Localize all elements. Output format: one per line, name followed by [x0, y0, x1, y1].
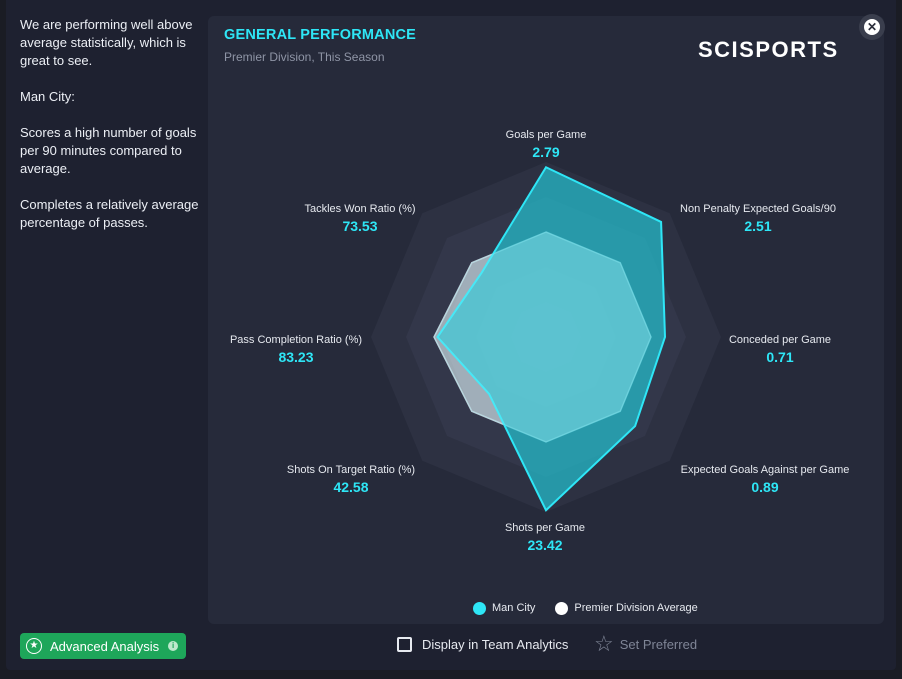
axis-label: Goals per Game	[506, 129, 587, 141]
panel-subtitle: Premier Division, This Season	[224, 50, 385, 64]
checkbox-icon[interactable]	[397, 636, 412, 652]
axis-label: Expected Goals Against per Game	[681, 464, 850, 476]
legend-swatch-team	[473, 601, 486, 615]
chart-panel: GENERAL PERFORMANCE Premier Division, Th…	[208, 16, 884, 624]
series-team	[436, 165, 667, 512]
axis-value-label: 23.42	[527, 537, 562, 553]
axis-value-label: 0.89	[751, 479, 778, 495]
legend-label-team: Man City	[492, 602, 536, 614]
axis-label: Non Penalty Expected Goals/90	[680, 203, 836, 215]
star-icon: ★	[26, 638, 42, 654]
advanced-analysis-label: Advanced Analysis	[50, 638, 160, 654]
legend-swatch-average	[555, 601, 569, 615]
axis-value-label: 73.53	[342, 218, 377, 234]
star-outline-icon: ☆	[594, 631, 614, 656]
insight-paragraph: Man City:	[20, 89, 75, 104]
axis-value-label: 2.79	[532, 144, 559, 160]
axis-label: Conceded per Game	[729, 334, 831, 346]
axis-label: Tackles Won Ratio (%)	[304, 203, 415, 215]
axis-label: Shots per Game	[505, 522, 585, 534]
set-preferred-label: Set Preferred	[619, 636, 698, 652]
axis-value-label: 0.71	[766, 349, 793, 365]
advanced-analysis-button[interactable]: ★ Advanced Analysis i	[20, 633, 186, 659]
panel-title: GENERAL PERFORMANCE	[224, 27, 417, 43]
insight-paragraph: Scores a high number of goals per 90 min…	[20, 125, 197, 176]
series-average-overlay	[433, 231, 652, 443]
axis-value-label: 42.58	[333, 479, 368, 495]
axis-label: Shots On Target Ratio (%)	[287, 464, 415, 476]
insight-text: We are performing well above average sta…	[20, 16, 202, 250]
radar-chart: Goals per Game 2.79 Non Penalty Expected G…	[230, 129, 850, 553]
axis-label: Pass Completion Ratio (%)	[230, 334, 362, 346]
info-icon[interactable]: i	[168, 641, 179, 651]
display-team-analytics-toggle[interactable]: Display in Team Analytics	[397, 635, 568, 653]
axis-value-label: 2.51	[744, 218, 771, 234]
legend-label-average: Premier Division Average	[574, 602, 698, 614]
display-team-analytics-label: Display in Team Analytics	[422, 636, 569, 652]
scisports-logo: SCISPORTS	[698, 37, 839, 62]
close-button[interactable]: ✕	[859, 14, 885, 40]
chart-legend: Man City Premier Division Average	[473, 600, 698, 616]
close-icon: ✕	[864, 19, 880, 35]
insight-paragraph: We are performing well above average sta…	[20, 17, 193, 68]
insight-paragraph: Completes a relatively average percentag…	[20, 197, 199, 230]
set-preferred-button[interactable]: ☆ Set Preferred	[594, 632, 697, 656]
axis-value-label: 83.23	[278, 349, 313, 365]
